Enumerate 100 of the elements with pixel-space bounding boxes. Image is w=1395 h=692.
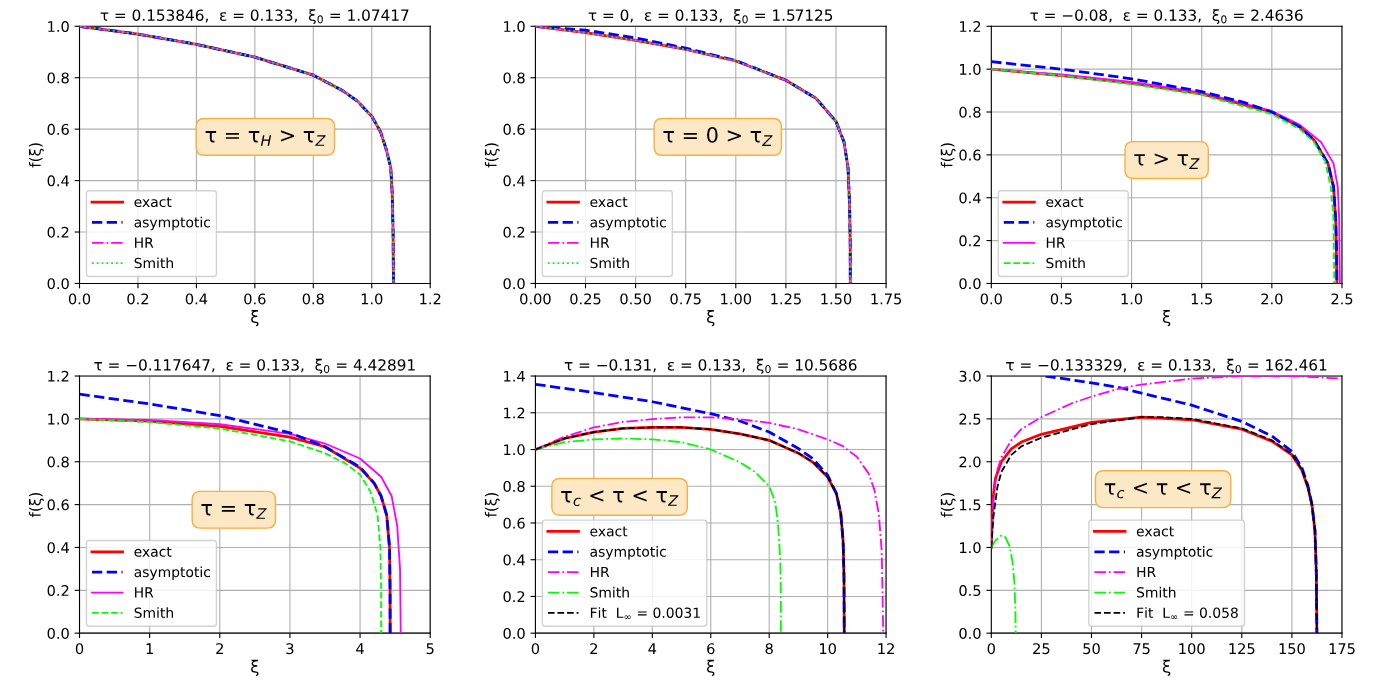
y-tick-label: 1.0 — [504, 21, 525, 33]
y-tick-label: 0.0 — [959, 627, 981, 639]
y-tick-label: 1.0 — [48, 413, 69, 425]
legend-label: HR — [590, 566, 610, 578]
y-tick-label: 0.6 — [47, 499, 69, 511]
legend-label: asymptotic — [590, 216, 666, 231]
x-tick-label: 0.75 — [670, 293, 701, 305]
y-axis-title: f(ξ) — [484, 143, 500, 168]
x-tick-label: 100 — [1179, 643, 1205, 655]
x-tick-label: 0.0 — [980, 293, 1002, 305]
x-tick-label: 0 — [531, 643, 540, 655]
legend-label: HR — [135, 237, 154, 248]
y-tick-label: 0.4 — [47, 542, 69, 554]
y-axis-title: f(ξ) — [940, 493, 956, 518]
annotation: τ = τ$_{H}$ > τ$_{Z}$ — [205, 130, 326, 146]
x-tick-label: 8 — [765, 643, 773, 655]
x-tick-label: 0.4 — [185, 293, 208, 305]
legend-label: exact — [1046, 197, 1084, 208]
x-tick-label: 0.5 — [1050, 293, 1072, 305]
x-tick-label: 1.5 — [1191, 293, 1213, 305]
y-axis-title: f(ξ) — [940, 143, 956, 168]
x-tick-label: 0.6 — [244, 293, 266, 305]
y-tick-label: 0.0 — [47, 627, 69, 639]
x-tick-label: 4 — [356, 643, 364, 654]
y-tick-label: 0.8 — [47, 72, 69, 84]
annotation: τ$_{c}$ < τ < τ$_{Z}$ — [561, 490, 679, 507]
y-tick-label: 0.5 — [959, 585, 981, 597]
x-tick-label: 0 — [987, 643, 995, 655]
x-axis-title: ξ — [1162, 310, 1171, 327]
y-tick-label: 1.2 — [48, 370, 69, 382]
legend-label: Smith — [1137, 586, 1176, 598]
y-tick-label: 0.6 — [959, 149, 981, 161]
y-tick-label: 0.4 — [503, 175, 525, 187]
x-axis-title: ξ — [706, 659, 715, 676]
y-tick-label: 1.5 — [959, 499, 981, 511]
y-tick-label: 1.2 — [504, 407, 525, 419]
chart-title: τ = −0.117647, ε = 0.133, ξ$_{0}$ = 4.42891 — [94, 358, 415, 374]
chart-title: τ = −0.133329, ε = 0.133, ξ$_{0}$ = 162.461 — [1006, 358, 1327, 374]
legend-label: exact — [134, 197, 172, 208]
legend-label: HR — [1046, 237, 1066, 248]
y-tick-label: 0.0 — [47, 278, 69, 290]
x-tick-label: 150 — [1279, 643, 1305, 655]
annotation: τ = τ$_{Z}$ — [201, 504, 267, 519]
y-axis-title: f(ξ) — [29, 143, 44, 168]
y-tick-label: 0.0 — [503, 278, 525, 290]
x-tick-label: 175 — [1329, 643, 1355, 655]
x-tick-label: 2.0 — [1261, 293, 1283, 305]
legend-label: asymptotic — [134, 566, 211, 580]
y-tick-label: 0.2 — [47, 585, 69, 597]
y-tick-label: 0.4 — [959, 192, 981, 204]
y-tick-label: 1.0 — [48, 21, 69, 33]
y-tick-label: 3.0 — [959, 370, 981, 382]
x-tick-label: 1.00 — [721, 293, 752, 305]
x-tick-label: 0.2 — [127, 293, 149, 305]
chart-title: τ = 0, ε = 0.133, ξ$_{0}$ = 1.57125 — [588, 9, 833, 24]
y-tick-label: 0.2 — [503, 591, 525, 603]
x-tick-label: 6 — [707, 643, 715, 655]
y-tick-label: 0.4 — [503, 554, 525, 566]
y-tick-label: 0.6 — [503, 123, 525, 135]
y-tick-label: 0.6 — [503, 517, 525, 529]
x-tick-label: 1 — [146, 643, 153, 654]
x-tick-label: 3 — [286, 643, 294, 655]
legend-label: HR — [590, 237, 610, 248]
legend-label: Smith — [590, 257, 629, 269]
x-axis-title: ξ — [706, 310, 715, 327]
y-tick-label: 0.4 — [47, 175, 69, 187]
annotation: τ$_{c}$ < τ < τ$_{Z}$ — [1104, 482, 1223, 499]
legend-label: asymptotic — [134, 216, 211, 231]
x-tick-label: 50 — [1083, 643, 1100, 655]
x-tick-label: 25 — [1033, 643, 1050, 655]
x-tick-label: 75 — [1133, 643, 1150, 655]
x-tick-label: 0.0 — [68, 293, 91, 305]
x-tick-label: 1.0 — [1121, 293, 1143, 305]
y-tick-label: 0.2 — [959, 235, 981, 247]
legend-label: exact — [1136, 526, 1174, 537]
y-tick-label: 0.6 — [47, 123, 69, 135]
y-tick-label: 0.2 — [47, 226, 69, 238]
x-tick-label: 1.2 — [420, 293, 441, 305]
legend-label: asymptotic — [1136, 546, 1213, 560]
x-tick-label: 0 — [75, 643, 84, 655]
legend-label: exact — [590, 197, 628, 208]
x-tick-label: 4 — [648, 643, 657, 654]
y-tick-label: 0.0 — [503, 627, 525, 639]
x-tick-label: 0.50 — [620, 293, 651, 305]
chart-title: τ = −0.131, ε = 0.133, ξ$_{0}$ = 10.5686 — [564, 358, 857, 374]
y-tick-label: 0.8 — [47, 456, 69, 468]
legend-label: Smith — [134, 607, 173, 618]
y-axis-title: f(ξ) — [29, 493, 44, 518]
y-tick-label: 0.2 — [503, 226, 525, 238]
x-axis-title: ξ — [251, 659, 259, 676]
chart-title: τ = 0.153846, ε = 0.133, ξ$_{0}$ = 1.07417 — [100, 9, 409, 24]
y-tick-label: 1.0 — [959, 542, 981, 554]
legend-label: asymptotic — [1046, 216, 1122, 231]
x-axis-title: ξ — [1162, 659, 1171, 676]
x-axis-title: ξ — [251, 310, 259, 327]
x-tick-label: 0.25 — [570, 293, 601, 305]
x-tick-label: 2.5 — [1331, 293, 1353, 305]
chart-title: τ = −0.08, ε = 0.133, ξ$_{0}$ = 2.4636 — [1030, 9, 1303, 24]
y-tick-label: 0.8 — [959, 106, 981, 118]
x-tick-label: 125 — [1229, 643, 1255, 655]
